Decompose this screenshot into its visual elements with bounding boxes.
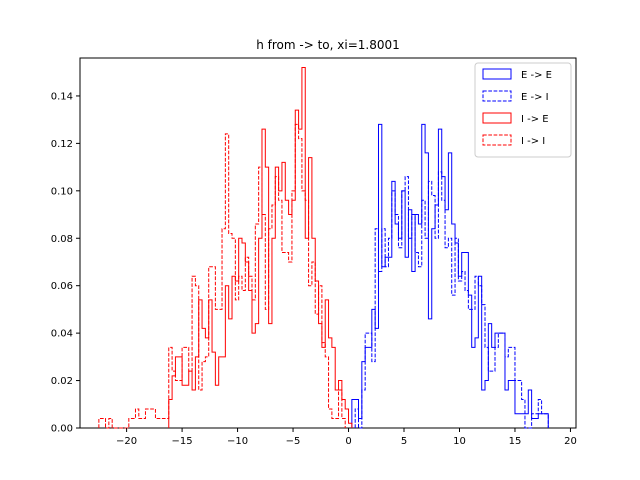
legend-swatch	[482, 90, 512, 102]
legend-label: I -> E	[521, 114, 549, 125]
x-axis: −20 −15 −10 −5 0 5 10 15 20	[116, 428, 577, 447]
legend-box	[474, 62, 572, 158]
legend-swatch	[482, 112, 512, 124]
x-tick-label: 15	[509, 436, 522, 447]
series-i-idashed	[98, 123, 346, 429]
x-tick-label: −15	[172, 436, 193, 447]
y-axis: 0.00 0.02 0.04 0.06 0.08 0.10 0.12 0.14	[51, 91, 80, 435]
x-tick-label: 20	[564, 436, 577, 447]
chart-title: h from -> to, xi=1.8001	[256, 38, 400, 52]
y-tick-label: 0.00	[51, 424, 73, 435]
series-e-idashed	[354, 171, 549, 429]
x-tick-label: −20	[116, 436, 137, 447]
y-tick-label: 0.04	[51, 329, 73, 340]
x-tick-label: 0	[345, 436, 351, 447]
axes-frame	[79, 57, 577, 429]
x-tick-label: 10	[453, 436, 466, 447]
legend-label: I -> I	[521, 136, 545, 147]
plot-area: −20 −15 −10 −5 0 5 10 15 20 0.00 0.02 0.04 0.06 0.08…	[51, 57, 577, 447]
y-tick-label: 0.12	[51, 139, 73, 150]
x-tick-label: −5	[286, 436, 301, 447]
series-layer	[98, 66, 549, 429]
legend-swatch	[482, 68, 512, 80]
legend-label: E -> E	[521, 70, 552, 81]
y-tick-label: 0.14	[51, 91, 73, 102]
legend: E -> E E -> I I -> E I -> I	[474, 62, 572, 158]
y-tick-label: 0.06	[51, 281, 73, 292]
legend-swatch	[482, 134, 512, 146]
y-tick-label: 0.02	[51, 376, 73, 387]
x-tick-label: 5	[401, 436, 407, 447]
legend-label: E -> I	[521, 92, 549, 103]
y-tick-label: 0.08	[51, 234, 73, 245]
y-tick-label: 0.10	[51, 186, 73, 197]
x-tick-label: −10	[227, 436, 248, 447]
series-i-esolid	[168, 66, 353, 428]
